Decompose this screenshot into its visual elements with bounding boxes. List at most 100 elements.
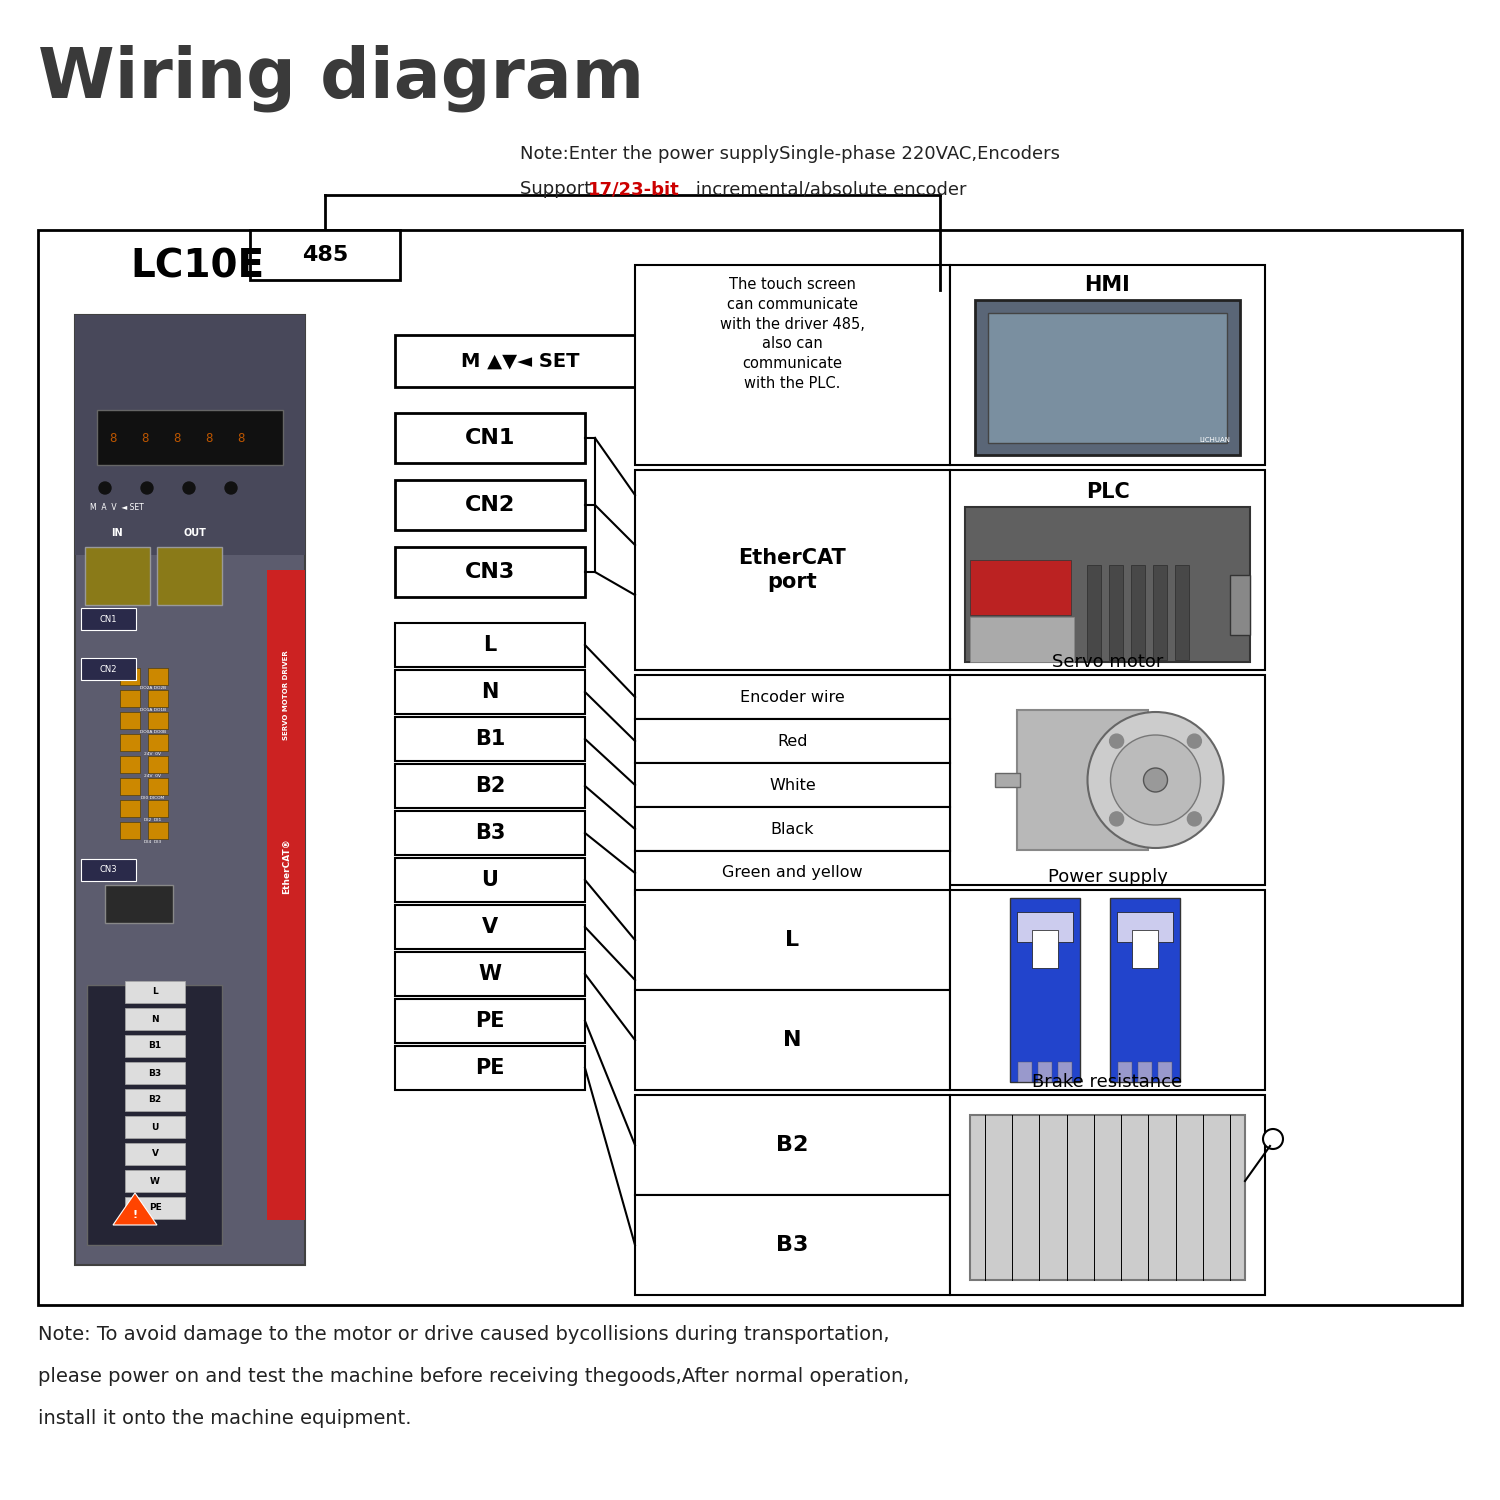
Text: EtherCAT®: EtherCAT® xyxy=(282,839,291,894)
Text: CN2: CN2 xyxy=(99,664,117,674)
Bar xyxy=(1132,930,1158,968)
Bar xyxy=(394,334,645,387)
Text: U: U xyxy=(152,1122,159,1131)
Bar xyxy=(975,300,1240,454)
Circle shape xyxy=(1188,734,1202,748)
Bar xyxy=(634,850,950,895)
Text: CN3: CN3 xyxy=(99,865,117,874)
Circle shape xyxy=(1188,812,1202,826)
Bar xyxy=(1017,912,1072,942)
Bar xyxy=(1058,1062,1072,1082)
Bar xyxy=(634,990,950,1090)
Bar xyxy=(634,1095,950,1196)
Bar xyxy=(105,885,172,922)
Text: DO0A DO0B: DO0A DO0B xyxy=(140,730,166,734)
Bar xyxy=(1017,710,1148,850)
Bar xyxy=(950,266,1264,465)
Text: W: W xyxy=(150,1176,160,1185)
Text: B1: B1 xyxy=(476,729,506,748)
Text: B3: B3 xyxy=(476,824,506,843)
Bar xyxy=(1110,898,1180,1082)
Bar xyxy=(394,548,585,597)
Text: 8: 8 xyxy=(237,432,244,445)
Bar xyxy=(950,675,1264,885)
Circle shape xyxy=(1110,735,1200,825)
Text: 8: 8 xyxy=(172,432,180,445)
Bar xyxy=(38,230,1462,1305)
Text: V: V xyxy=(482,916,498,938)
Bar xyxy=(1038,1062,1052,1082)
Circle shape xyxy=(99,482,111,494)
Circle shape xyxy=(183,482,195,494)
Bar xyxy=(120,756,140,772)
Text: Encoder wire: Encoder wire xyxy=(740,690,844,705)
Text: install it onto the machine equipment.: install it onto the machine equipment. xyxy=(38,1408,411,1428)
Bar xyxy=(124,1062,184,1084)
Text: !: ! xyxy=(132,1210,138,1219)
Bar xyxy=(1174,566,1188,660)
Bar xyxy=(75,315,304,555)
Text: incremental/absolute encoder: incremental/absolute encoder xyxy=(690,180,966,198)
Text: V: V xyxy=(152,1149,159,1158)
Text: N: N xyxy=(152,1014,159,1023)
Bar xyxy=(394,670,585,714)
Bar xyxy=(75,315,304,1264)
Bar xyxy=(970,560,1071,615)
Bar xyxy=(950,470,1264,670)
Bar xyxy=(148,778,168,795)
Text: DI2  DI1: DI2 DI1 xyxy=(144,818,162,822)
Text: Support: Support xyxy=(520,180,597,198)
Text: OUT: OUT xyxy=(183,528,207,538)
Text: Black: Black xyxy=(771,822,814,837)
Text: B2: B2 xyxy=(476,776,506,796)
Text: W: W xyxy=(478,964,501,984)
Text: 8: 8 xyxy=(110,432,117,445)
Bar xyxy=(120,712,140,729)
Bar xyxy=(394,812,585,855)
Bar xyxy=(950,1095,1264,1294)
Bar xyxy=(1118,1062,1132,1082)
Bar xyxy=(81,658,136,680)
Bar xyxy=(148,822,168,839)
Bar xyxy=(267,570,305,1220)
Bar xyxy=(148,690,168,706)
Bar xyxy=(394,622,585,668)
Bar xyxy=(394,480,585,530)
Text: B2: B2 xyxy=(777,1136,808,1155)
Bar xyxy=(124,981,184,1004)
Bar xyxy=(124,1197,184,1219)
Circle shape xyxy=(1263,1130,1282,1149)
Bar xyxy=(81,859,136,880)
Bar xyxy=(1019,1062,1032,1082)
Bar xyxy=(1230,574,1250,634)
Bar xyxy=(120,778,140,795)
Bar xyxy=(148,800,168,818)
Bar xyxy=(394,952,585,996)
Text: L: L xyxy=(483,634,496,656)
Bar xyxy=(81,608,136,630)
Bar xyxy=(950,890,1264,1090)
Bar xyxy=(394,764,585,808)
Bar xyxy=(1108,566,1122,660)
Bar xyxy=(124,1143,184,1166)
Bar xyxy=(1158,1062,1172,1082)
Text: L: L xyxy=(152,987,157,996)
Bar xyxy=(1131,566,1144,660)
Bar xyxy=(124,1008,184,1031)
Bar xyxy=(988,314,1227,442)
Bar xyxy=(251,230,400,280)
Bar xyxy=(148,712,168,729)
Text: DI0 DICOM: DI0 DICOM xyxy=(141,796,165,800)
Bar xyxy=(634,890,950,990)
Text: EtherCAT
port: EtherCAT port xyxy=(738,549,846,591)
Text: LICHUAN: LICHUAN xyxy=(1198,436,1230,442)
Text: CN1: CN1 xyxy=(465,427,514,448)
Bar xyxy=(634,807,950,850)
Bar xyxy=(86,548,150,604)
Text: 17/23-bit: 17/23-bit xyxy=(588,180,680,198)
Text: Note: To avoid damage to the motor or drive caused bycollisions during transport: Note: To avoid damage to the motor or dr… xyxy=(38,1324,889,1344)
Bar xyxy=(1086,566,1101,660)
Bar xyxy=(124,1170,184,1192)
Text: B1: B1 xyxy=(148,1041,162,1050)
Bar xyxy=(634,764,950,807)
